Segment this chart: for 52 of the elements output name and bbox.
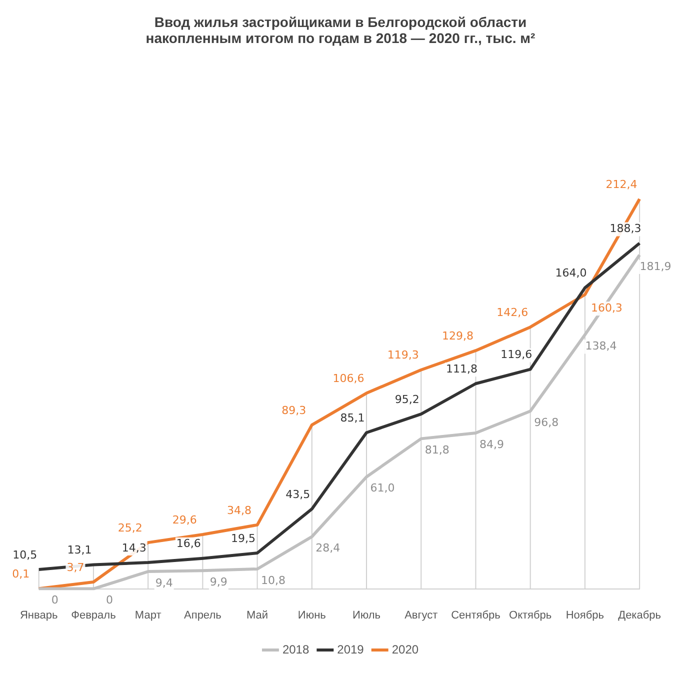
data-label: 106,6 [332, 372, 364, 386]
x-tick-label: Август [404, 609, 438, 622]
x-tick-label: Январь [20, 609, 58, 622]
data-label: 89,3 [282, 404, 306, 417]
data-label: 9,4 [155, 576, 173, 590]
data-label: 13,1 [67, 544, 92, 557]
x-tick-label: Декабрь [618, 609, 662, 622]
data-label: 0 [51, 594, 58, 607]
data-label: 85,1 [340, 411, 365, 424]
x-tick-label: Июль [352, 609, 381, 622]
data-label: 142,6 [496, 306, 528, 319]
data-label: 10,5 [12, 548, 38, 562]
x-tick-label: Ноябрь [566, 609, 604, 622]
data-label: 181,9 [640, 260, 672, 273]
data-label: 164,0 [555, 266, 587, 280]
data-label: 61,0 [370, 482, 395, 495]
data-label: 84,9 [479, 438, 504, 451]
data-label: 95,2 [394, 392, 420, 406]
data-label: 129,8 [442, 329, 474, 342]
data-label: 16,6 [176, 537, 201, 550]
data-label: 9,9 [210, 575, 228, 588]
x-tick-label: Апрель [184, 609, 222, 622]
data-label: 19,5 [231, 532, 256, 545]
x-tick-label: Сентябрь [451, 609, 501, 622]
chart-title: Ввод жилья застройщиками в Белгородской области накопленным итогом по годам в 2018 — 2020 гг., тыс. м² [144, 14, 536, 46]
x-tick-label: Октябрь [509, 609, 552, 622]
data-label: 29,6 [172, 513, 197, 526]
data-label: 138,4 [585, 340, 617, 353]
x-tick-label: Июнь [298, 609, 326, 622]
data-label: 119,6 [500, 348, 532, 362]
data-label: 28,4 [316, 542, 340, 555]
legend-label: 2018 [282, 642, 310, 656]
data-label: 43,5 [286, 488, 310, 501]
data-label: 0 [106, 594, 113, 607]
legend-label: 2019 [337, 642, 364, 656]
x-tick-label: Февраль [71, 609, 116, 622]
data-label: 160,3 [590, 301, 622, 314]
data-label: 212,4 [606, 178, 638, 191]
data-label: 34,8 [227, 504, 252, 517]
data-label: 96,8 [534, 416, 559, 430]
legend-label: 2020 [392, 642, 419, 656]
data-label: 81,8 [424, 444, 450, 457]
data-label: 188,3 [610, 222, 642, 236]
data-label: 111,8 [446, 362, 478, 376]
x-tick-label: Март [134, 609, 162, 622]
data-label: 25,2 [118, 521, 142, 534]
data-label: 14,3 [122, 541, 146, 554]
data-label: 119,3 [387, 348, 419, 362]
data-label: 3,7 [66, 560, 84, 574]
x-tick-label: Май [246, 609, 268, 622]
data-label: 0,1 [12, 567, 30, 580]
data-label: 10,8 [261, 574, 286, 587]
